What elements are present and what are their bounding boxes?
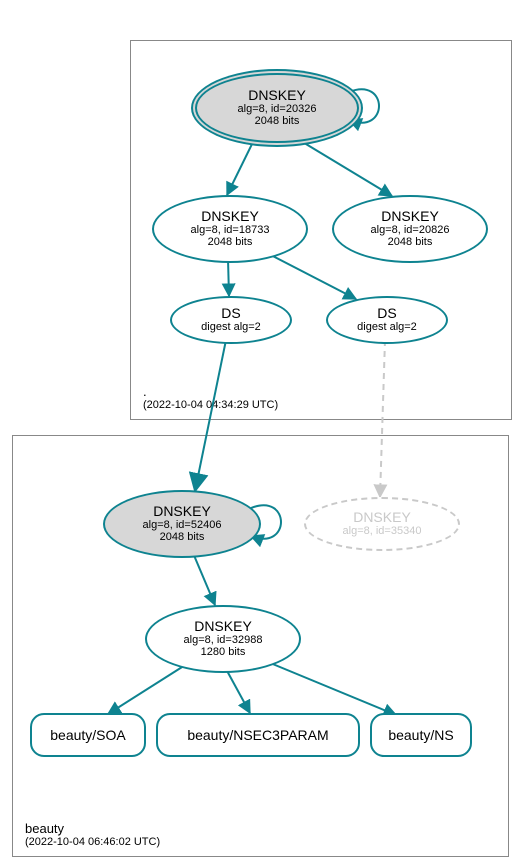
node-sub: alg=8, id=32988 bbox=[147, 634, 299, 647]
node-rr_nsec3: beauty/NSEC3PARAM bbox=[156, 713, 360, 757]
node-ds2: DSdigest alg=2 bbox=[326, 296, 448, 344]
node-title: DNSKEY bbox=[154, 209, 306, 224]
node-sub: 2048 bits bbox=[154, 236, 306, 249]
zone-ts-root: (2022-10-04 04:34:29 UTC) bbox=[143, 399, 278, 411]
node-root_zsk: DNSKEYalg=8, id=187332048 bits bbox=[152, 195, 308, 263]
node-title: beauty/SOA bbox=[32, 728, 144, 743]
zone-ts-beauty: (2022-10-04 06:46:02 UTC) bbox=[25, 836, 160, 848]
node-title: DNSKEY bbox=[197, 88, 357, 103]
node-sub: 2048 bits bbox=[105, 531, 259, 544]
node-sub: 2048 bits bbox=[197, 115, 357, 128]
node-title: DNSKEY bbox=[147, 619, 299, 634]
node-title: beauty/NS bbox=[372, 728, 470, 743]
node-root_zsk2: DNSKEYalg=8, id=208262048 bits bbox=[332, 195, 488, 263]
node-rr_ns: beauty/NS bbox=[370, 713, 472, 757]
zone-label-beauty: beauty (2022-10-04 06:46:02 UTC) bbox=[25, 821, 160, 848]
node-ds1: DSdigest alg=2 bbox=[170, 296, 292, 344]
node-sub: 2048 bits bbox=[334, 236, 486, 249]
node-title: DS bbox=[172, 306, 290, 321]
zone-label-root: . (2022-10-04 04:34:29 UTC) bbox=[143, 384, 278, 411]
node-beauty_ksk: DNSKEYalg=8, id=524062048 bits bbox=[103, 490, 261, 558]
node-sub: alg=8, id=18733 bbox=[154, 224, 306, 237]
node-title: DNSKEY bbox=[105, 504, 259, 519]
node-title: DS bbox=[328, 306, 446, 321]
node-beauty_zsk: DNSKEYalg=8, id=329881280 bits bbox=[145, 605, 301, 673]
node-sub: digest alg=2 bbox=[328, 321, 446, 334]
zone-name-root: . bbox=[143, 384, 278, 399]
node-title: DNSKEY bbox=[334, 209, 486, 224]
node-title: DNSKEY bbox=[306, 510, 458, 525]
node-sub: alg=8, id=35340 bbox=[306, 525, 458, 538]
node-sub: alg=8, id=20326 bbox=[197, 103, 357, 116]
node-sub: 1280 bits bbox=[147, 646, 299, 659]
zone-name-beauty: beauty bbox=[25, 821, 160, 836]
node-beauty_key2: DNSKEYalg=8, id=35340 bbox=[304, 497, 460, 551]
node-sub: alg=8, id=20826 bbox=[334, 224, 486, 237]
node-root_ksk: DNSKEYalg=8, id=203262048 bits bbox=[195, 73, 359, 143]
node-rr_soa: beauty/SOA bbox=[30, 713, 146, 757]
node-sub: digest alg=2 bbox=[172, 321, 290, 334]
node-title: beauty/NSEC3PARAM bbox=[158, 728, 358, 743]
node-sub: alg=8, id=52406 bbox=[105, 519, 259, 532]
